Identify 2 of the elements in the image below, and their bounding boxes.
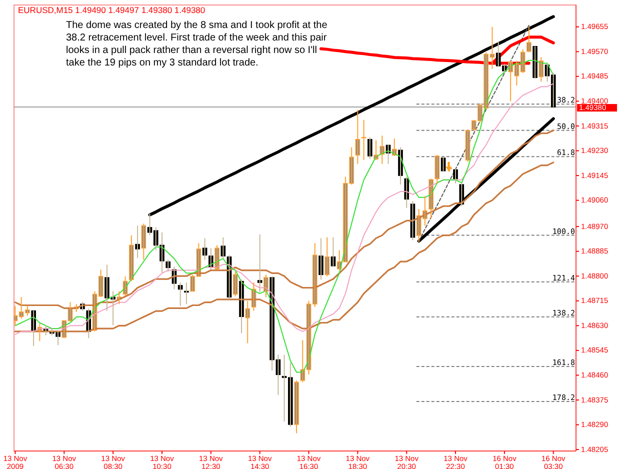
chart-title: EURUSD,M15 1.49490 1.49497 1.49380 1.49380 (18, 5, 206, 15)
annotation: The dome was created by the 8 sma and I took profit at the 38.2 retracement level. First trade of the week and this pair looks in a pull pack rather than a reversal right now so I'll take the 19 pips on my 3 standard lot trade. (66, 20, 328, 68)
